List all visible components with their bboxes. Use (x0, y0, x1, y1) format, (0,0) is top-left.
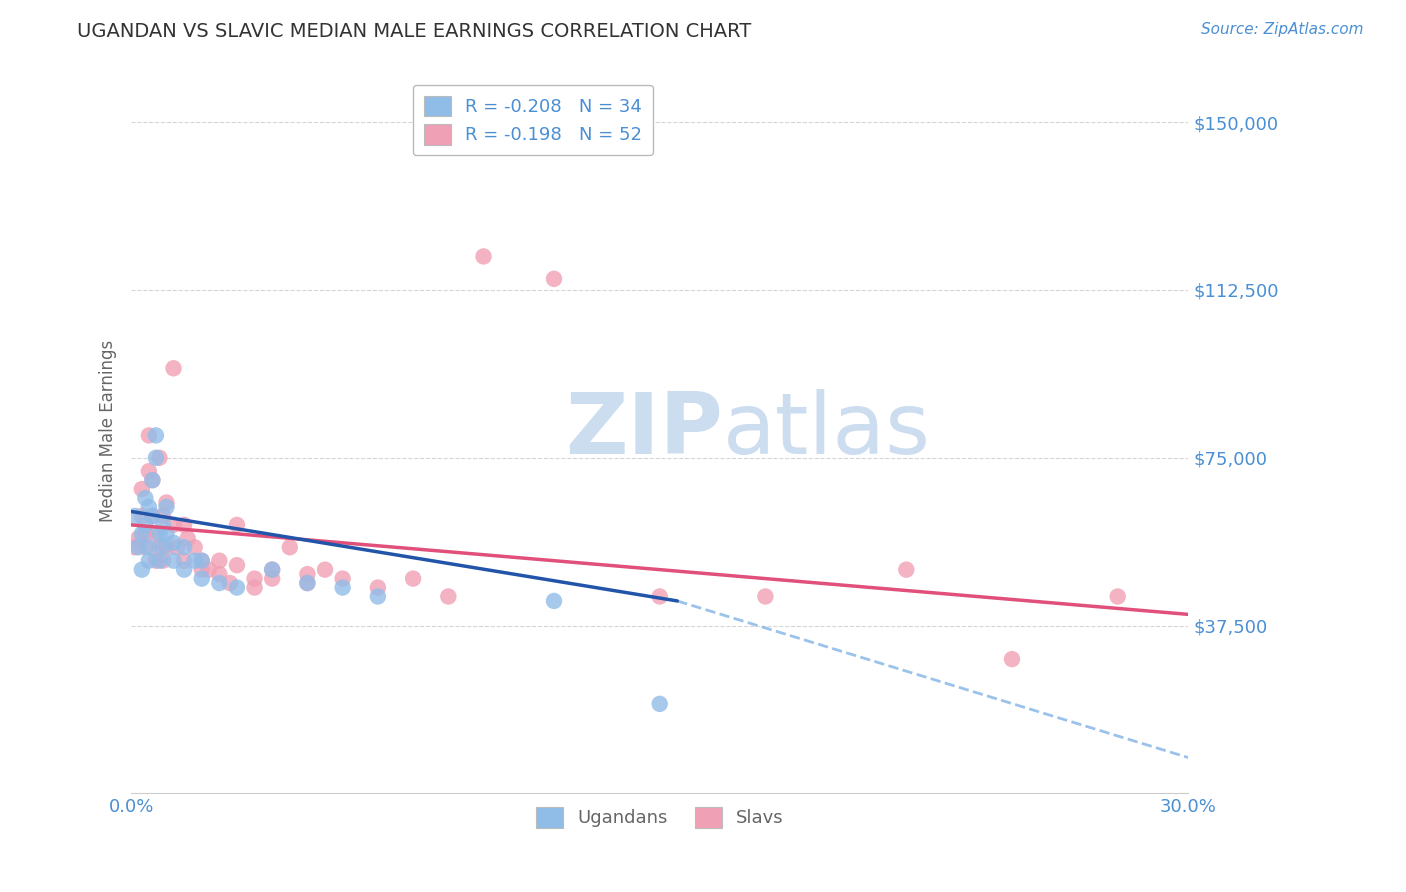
Point (262, 563, 284, 577)
Point (148, 526, 170, 541)
Point (278, 541, 301, 555)
Point (141, 473, 163, 487)
Text: Source: ZipAtlas.com: Source: ZipAtlas.com (1201, 22, 1364, 37)
Point (437, 590, 460, 604)
Point (219, 576, 242, 591)
Point (134, 517, 156, 532)
Point (148, 450, 170, 465)
Point (127, 541, 149, 555)
Point (166, 541, 188, 555)
Point (297, 576, 319, 591)
Point (152, 508, 174, 523)
Point (648, 697, 671, 711)
Point (138, 428, 160, 442)
Point (131, 482, 153, 496)
Point (314, 563, 336, 577)
Point (183, 554, 205, 568)
Point (138, 541, 160, 555)
Point (208, 576, 231, 591)
Point (155, 500, 177, 514)
Point (183, 541, 205, 555)
Point (138, 554, 160, 568)
Point (754, 590, 776, 604)
Point (208, 567, 231, 582)
Point (332, 581, 354, 595)
Point (141, 508, 163, 523)
Point (190, 572, 212, 586)
Point (155, 541, 177, 555)
Point (896, 563, 918, 577)
Text: atlas: atlas (723, 390, 931, 473)
Point (367, 581, 389, 595)
Point (226, 558, 249, 573)
Legend: Ugandans, Slavs: Ugandans, Slavs (529, 800, 792, 835)
Point (543, 272, 565, 286)
Point (162, 361, 184, 376)
Point (472, 249, 495, 263)
Point (124, 508, 146, 523)
Point (176, 531, 198, 545)
Point (197, 563, 219, 577)
Point (152, 554, 174, 568)
Point (173, 563, 195, 577)
Point (152, 517, 174, 532)
Point (332, 572, 354, 586)
Point (226, 581, 249, 595)
Point (262, 572, 284, 586)
Text: ZIP: ZIP (565, 390, 723, 473)
Point (145, 450, 167, 465)
Point (138, 500, 160, 514)
Point (148, 554, 170, 568)
Point (297, 576, 319, 591)
Point (190, 563, 212, 577)
Point (145, 526, 167, 541)
Point (148, 541, 170, 555)
Point (162, 536, 184, 550)
Point (262, 563, 284, 577)
Point (297, 567, 319, 582)
Point (155, 526, 177, 541)
Point (243, 572, 266, 586)
Point (152, 541, 174, 555)
Point (243, 581, 266, 595)
Point (208, 554, 231, 568)
Point (134, 526, 156, 541)
Point (134, 541, 156, 555)
Point (138, 464, 160, 478)
Point (190, 554, 212, 568)
Text: UGANDAN VS SLAVIC MEDIAN MALE EARNINGS CORRELATION CHART: UGANDAN VS SLAVIC MEDIAN MALE EARNINGS C… (77, 22, 752, 41)
Point (173, 517, 195, 532)
Point (141, 508, 163, 523)
Point (127, 531, 149, 545)
Point (402, 572, 425, 586)
Point (145, 428, 167, 442)
Point (1107, 590, 1129, 604)
Point (145, 554, 167, 568)
Point (173, 541, 195, 555)
Point (134, 491, 156, 505)
Point (141, 473, 163, 487)
Y-axis label: Median Male Earnings: Median Male Earnings (100, 340, 117, 522)
Point (173, 554, 195, 568)
Point (155, 495, 177, 509)
Point (190, 554, 212, 568)
Point (162, 517, 184, 532)
Point (543, 594, 565, 608)
Point (124, 541, 146, 555)
Point (648, 590, 671, 604)
Point (367, 590, 389, 604)
Point (162, 554, 184, 568)
Point (131, 508, 153, 523)
Point (1001, 652, 1024, 666)
Point (226, 517, 249, 532)
Point (131, 563, 153, 577)
Point (131, 526, 153, 541)
